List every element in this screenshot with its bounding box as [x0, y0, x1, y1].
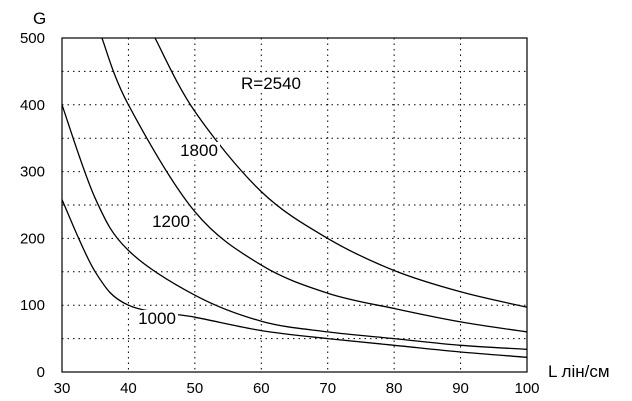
series-label: 1000 [138, 309, 176, 328]
series-label-layer: 1000 1200 1800 R=2540 [136, 74, 302, 328]
x-tick-label: 100 [514, 380, 539, 396]
series-label: 1800 [180, 141, 218, 160]
y-axis-title: G [33, 9, 46, 28]
curve-layer [62, 38, 527, 358]
grid-layer [62, 38, 527, 372]
y-tick-label: 200 [20, 230, 45, 247]
x-tick-label: 90 [452, 380, 469, 396]
series-label-bg [150, 213, 192, 231]
x-tick-label: 80 [386, 380, 403, 396]
plot-frame [61, 37, 528, 373]
x-axis-title: L лін/см [548, 362, 610, 381]
series-line-1200 [62, 104, 527, 350]
x-tick-label: 40 [120, 380, 137, 396]
y-tick-label: 500 [20, 30, 45, 47]
series-line-1800 [101, 38, 527, 333]
y-tick-label: 100 [20, 297, 45, 314]
y-tick-label: 300 [20, 164, 45, 181]
series-label: R=2540 [241, 74, 301, 93]
y-tick-label: 0 [37, 364, 45, 381]
series-line-1000 [62, 199, 527, 358]
x-tick-label: 60 [253, 380, 270, 396]
series-label-bg [136, 310, 178, 328]
series-label: 1200 [152, 212, 190, 231]
series-label-bg [240, 75, 302, 93]
x-tick-label: 30 [54, 380, 71, 396]
series-line-R=2540 [154, 38, 527, 308]
y-tick-label: 400 [20, 97, 45, 114]
x-tick-label: 70 [319, 380, 336, 396]
x-tick-label: 50 [187, 380, 204, 396]
series-label-bg [178, 142, 220, 160]
